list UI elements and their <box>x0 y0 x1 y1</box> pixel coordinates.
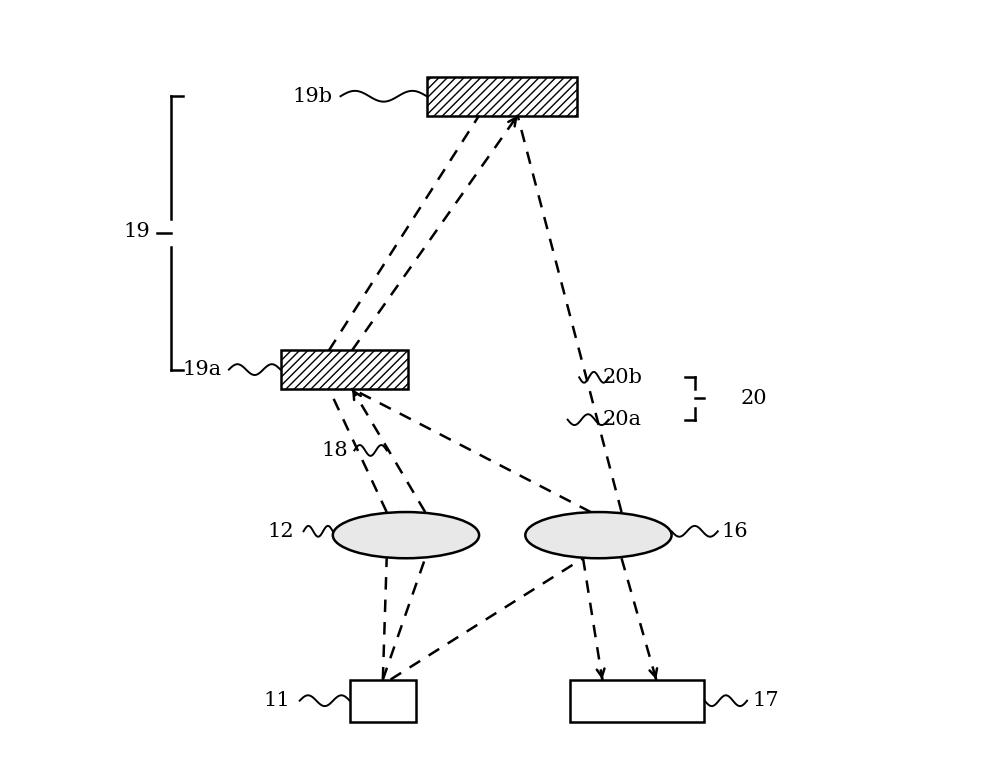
Text: 17: 17 <box>753 691 779 710</box>
Text: 12: 12 <box>268 522 295 541</box>
Text: 20b: 20b <box>602 368 642 387</box>
Text: 16: 16 <box>722 522 749 541</box>
Ellipse shape <box>525 512 672 558</box>
Bar <box>570 680 704 722</box>
Text: 19a: 19a <box>182 360 222 379</box>
Bar <box>350 680 415 722</box>
Text: 19: 19 <box>124 222 150 240</box>
Ellipse shape <box>333 512 479 558</box>
Text: 19b: 19b <box>293 87 333 105</box>
Text: 20: 20 <box>741 389 767 407</box>
Bar <box>427 77 578 116</box>
Text: 11: 11 <box>264 691 291 710</box>
Text: 18: 18 <box>321 441 348 460</box>
Bar <box>281 350 407 389</box>
Text: 20a: 20a <box>602 410 641 429</box>
